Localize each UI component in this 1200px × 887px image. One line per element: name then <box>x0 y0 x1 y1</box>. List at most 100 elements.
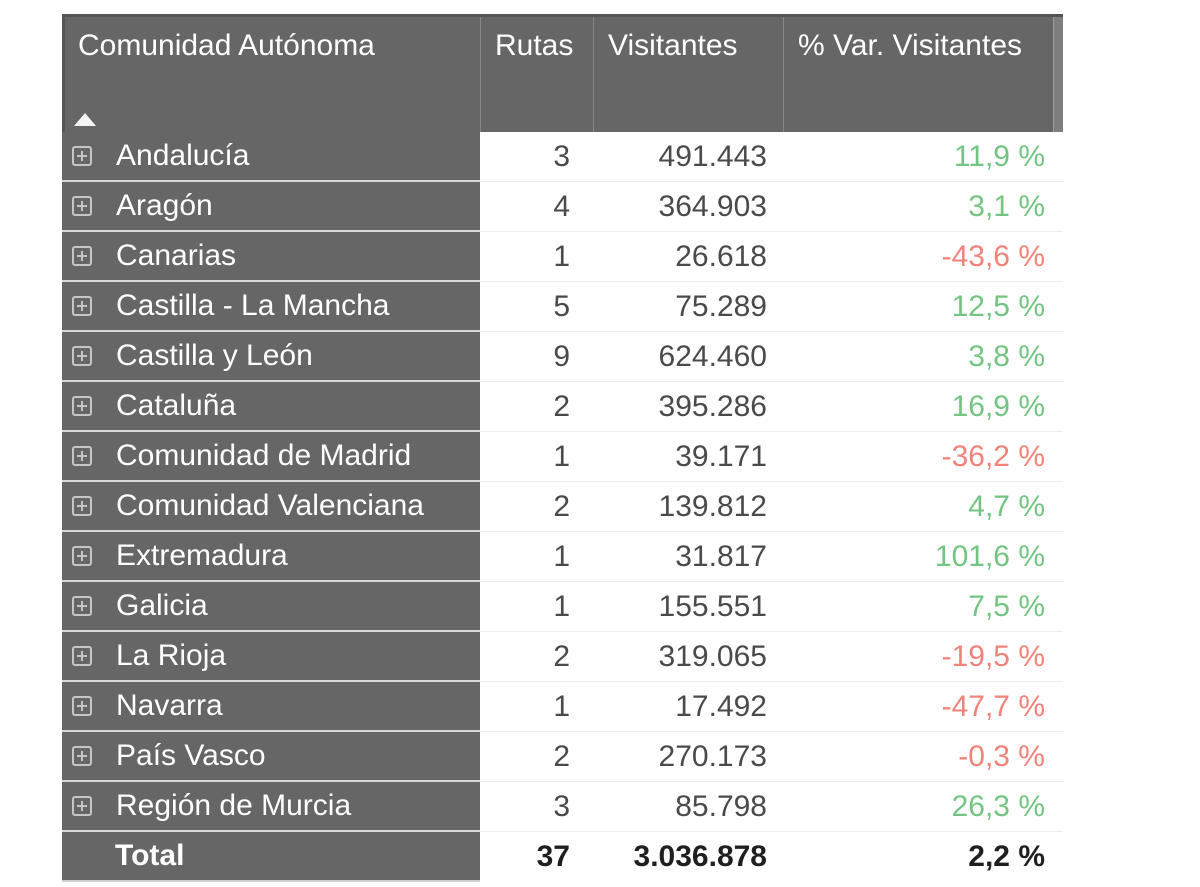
rutas-cell: 3 <box>480 782 593 832</box>
table-row[interactable]: Región de Murcia 3 85.798 26,3 % <box>62 782 1063 832</box>
table-row[interactable]: Andalucía 3 491.443 11,9 % <box>62 132 1063 182</box>
table-row[interactable]: La Rioja 2 319.065 -19,5 % <box>62 632 1063 682</box>
region-cell[interactable]: Canarias <box>62 232 480 282</box>
rutas-cell: 1 <box>480 532 593 582</box>
region-name: Canarias <box>116 239 237 272</box>
total-visitantes-cell: 3.036.878 <box>593 832 783 882</box>
region-cell[interactable]: Aragón <box>62 182 480 232</box>
rutas-cell: 5 <box>480 282 593 332</box>
visitantes-cell: 85.798 <box>593 782 783 832</box>
expand-plus-icon[interactable] <box>72 346 92 366</box>
region-cell[interactable]: Navarra <box>62 682 480 732</box>
expand-plus-icon[interactable] <box>72 546 92 566</box>
region-cell[interactable]: La Rioja <box>62 632 480 682</box>
var-cell: -0,3 % <box>783 732 1063 782</box>
region-cell[interactable]: Castilla - La Mancha <box>62 282 480 332</box>
expand-plus-icon[interactable] <box>72 246 92 266</box>
column-header-label: Visitantes <box>608 29 738 62</box>
region-name: Andalucía <box>116 139 250 172</box>
var-cell: 7,5 % <box>783 582 1063 632</box>
table-row[interactable]: Cataluña 2 395.286 16,9 % <box>62 382 1063 432</box>
table-row[interactable]: Comunidad Valenciana 2 139.812 4,7 % <box>62 482 1063 532</box>
expand-plus-icon[interactable] <box>72 646 92 666</box>
var-cell: -36,2 % <box>783 432 1063 482</box>
region-name: Aragón <box>116 189 213 222</box>
table-row[interactable]: Navarra 1 17.492 -47,7 % <box>62 682 1063 732</box>
total-label: Total <box>115 839 185 872</box>
expand-plus-icon[interactable] <box>72 396 92 416</box>
total-var-cell: 2,2 % <box>783 832 1063 882</box>
expand-plus-icon[interactable] <box>72 296 92 316</box>
region-name: Galicia <box>116 589 208 622</box>
matrix-visual: Comunidad Autónoma Rutas Visitantes % Va… <box>62 14 1063 882</box>
rutas-cell: 1 <box>480 432 593 482</box>
rutas-cell: 1 <box>480 682 593 732</box>
expand-plus-icon[interactable] <box>72 446 92 466</box>
rutas-cell: 3 <box>480 132 593 182</box>
visitantes-cell: 26.618 <box>593 232 783 282</box>
table-row[interactable]: Extremadura 1 31.817 101,6 % <box>62 532 1063 582</box>
rutas-cell: 2 <box>480 382 593 432</box>
expand-plus-icon[interactable] <box>72 146 92 166</box>
visitantes-cell: 395.286 <box>593 382 783 432</box>
var-cell: 12,5 % <box>783 282 1063 332</box>
table-row[interactable]: Canarias 1 26.618 -43,6 % <box>62 232 1063 282</box>
rutas-cell: 2 <box>480 632 593 682</box>
expand-plus-icon[interactable] <box>72 496 92 516</box>
column-header-var-visitantes[interactable]: % Var. Visitantes <box>783 17 1063 132</box>
total-label-cell: Total <box>62 832 480 882</box>
region-name: Navarra <box>116 689 223 722</box>
region-cell[interactable]: Comunidad de Madrid <box>62 432 480 482</box>
region-cell[interactable]: Región de Murcia <box>62 782 480 832</box>
region-name: Región de Murcia <box>116 789 352 822</box>
scrollbar-track[interactable] <box>1053 17 1063 132</box>
expand-plus-icon[interactable] <box>72 196 92 216</box>
rutas-cell: 2 <box>480 482 593 532</box>
column-header-rutas[interactable]: Rutas <box>480 17 593 132</box>
var-cell: 3,1 % <box>783 182 1063 232</box>
rutas-cell: 4 <box>480 182 593 232</box>
table-row[interactable]: Castilla - La Mancha 5 75.289 12,5 % <box>62 282 1063 332</box>
total-rutas-cell: 37 <box>480 832 593 882</box>
visitantes-cell: 491.443 <box>593 132 783 182</box>
column-header-label: % Var. Visitantes <box>798 29 1023 62</box>
column-header-comunidad-autonoma[interactable]: Comunidad Autónoma <box>62 17 480 132</box>
total-row: Total 37 3.036.878 2,2 % <box>62 832 1063 882</box>
visitantes-cell: 319.065 <box>593 632 783 682</box>
visitantes-cell: 75.289 <box>593 282 783 332</box>
region-cell[interactable]: Cataluña <box>62 382 480 432</box>
region-name: Comunidad Valenciana <box>116 489 424 522</box>
rutas-cell: 1 <box>480 232 593 282</box>
region-name: La Rioja <box>116 639 227 672</box>
region-cell[interactable]: Galicia <box>62 582 480 632</box>
var-cell: 101,6 % <box>783 532 1063 582</box>
region-name: Castilla - La Mancha <box>116 289 390 322</box>
visitantes-cell: 17.492 <box>593 682 783 732</box>
visitantes-cell: 155.551 <box>593 582 783 632</box>
var-cell: 11,9 % <box>783 132 1063 182</box>
table-row[interactable]: País Vasco 2 270.173 -0,3 % <box>62 732 1063 782</box>
region-name: Castilla y León <box>116 339 313 372</box>
table-row[interactable]: Comunidad de Madrid 1 39.171 -36,2 % <box>62 432 1063 482</box>
table-row[interactable]: Galicia 1 155.551 7,5 % <box>62 582 1063 632</box>
region-name: Extremadura <box>116 539 288 572</box>
expand-plus-icon[interactable] <box>72 596 92 616</box>
rutas-cell: 1 <box>480 582 593 632</box>
rutas-cell: 9 <box>480 332 593 382</box>
var-cell: 16,9 % <box>783 382 1063 432</box>
expand-plus-icon[interactable] <box>72 696 92 716</box>
var-cell: 3,8 % <box>783 332 1063 382</box>
region-cell[interactable]: País Vasco <box>62 732 480 782</box>
column-header-visitantes[interactable]: Visitantes <box>593 17 783 132</box>
table-row[interactable]: Aragón 4 364.903 3,1 % <box>62 182 1063 232</box>
table-row[interactable]: Castilla y León 9 624.460 3,8 % <box>62 332 1063 382</box>
expand-plus-icon[interactable] <box>72 746 92 766</box>
region-cell[interactable]: Castilla y León <box>62 332 480 382</box>
region-cell[interactable]: Andalucía <box>62 132 480 182</box>
expand-plus-icon[interactable] <box>72 796 92 816</box>
var-cell: 26,3 % <box>783 782 1063 832</box>
region-cell[interactable]: Comunidad Valenciana <box>62 482 480 532</box>
region-name: Cataluña <box>116 389 237 422</box>
visitantes-cell: 624.460 <box>593 332 783 382</box>
region-cell[interactable]: Extremadura <box>62 532 480 582</box>
